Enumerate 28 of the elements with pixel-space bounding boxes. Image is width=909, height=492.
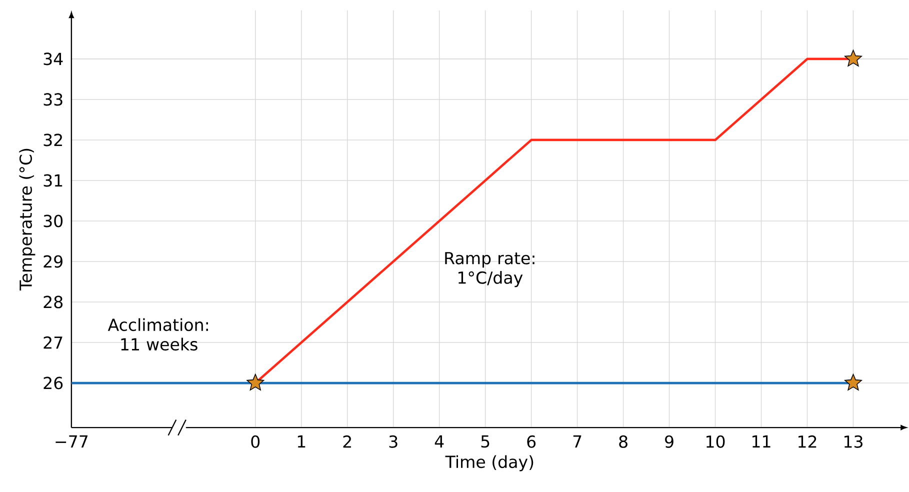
x-tick-label: 6 — [527, 435, 536, 448]
annotation: Acclimation: 11 weeks — [108, 318, 208, 350]
y-tick-label: 32 — [44, 134, 62, 146]
x-tick-label: 8 — [619, 435, 628, 448]
x-tick-label: 4 — [434, 435, 444, 448]
y-tick-label: 33 — [44, 93, 62, 106]
y-tick-label: 28 — [44, 296, 63, 308]
annotation: Ramp rate: 1°C/day — [445, 252, 534, 288]
y-axis-title: Temperature (°C) — [19, 148, 36, 290]
x-tick-label: 0 — [251, 435, 260, 448]
x-tick-label: 10 — [706, 435, 725, 448]
x-tick-label: 3 — [389, 435, 398, 448]
y-tick-label: 30 — [44, 214, 63, 228]
y-tick-label: 26 — [44, 376, 63, 390]
x-tick-label: 7 — [573, 435, 582, 448]
x-tick-label: −77 — [56, 435, 88, 448]
x-axis-title: Time (day) — [445, 455, 534, 472]
x-tick-label: 12 — [798, 435, 816, 448]
x-tick-label: 5 — [481, 435, 490, 448]
x-tick-label: 2 — [343, 435, 351, 448]
x-tick-label: 1 — [298, 435, 306, 448]
y-tick-label: 29 — [44, 255, 62, 268]
x-tick-label: 13 — [844, 435, 862, 448]
x-tick-label: 11 — [752, 435, 770, 448]
y-tick-label: 31 — [44, 174, 62, 187]
x-tick-label: 9 — [665, 435, 674, 448]
y-tick-label: 34 — [44, 52, 63, 66]
y-tick-label: 27 — [44, 336, 62, 349]
